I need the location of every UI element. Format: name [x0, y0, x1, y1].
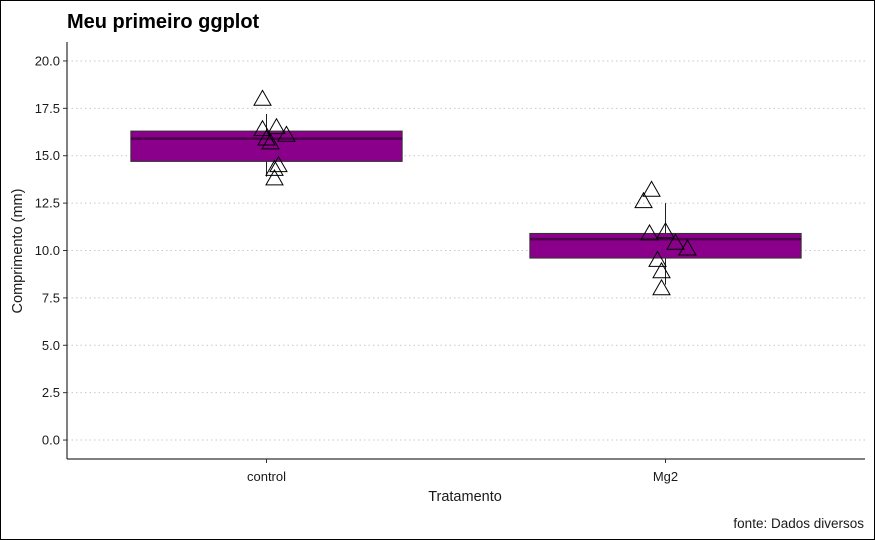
triangle-point [257, 129, 276, 146]
triangle-point [267, 117, 286, 135]
triangle-point [640, 223, 659, 241]
triangle-point [634, 191, 653, 209]
x-tick-label: Mg2 [653, 469, 678, 484]
triangle-point [261, 132, 280, 150]
chart-title: Meu primeiro ggplot [67, 11, 260, 33]
triangle-point [678, 239, 697, 256]
boxplots [130, 114, 802, 285]
y-tick-label: 0.0 [42, 433, 60, 448]
triangle-point [652, 278, 671, 296]
triangle-point [277, 125, 296, 142]
triangle-point [652, 261, 671, 279]
y-tick-label: 20.0 [35, 53, 60, 68]
triangle-point [265, 168, 284, 186]
boxplot-Mg2 [529, 203, 802, 285]
triangle-point [666, 233, 685, 250]
y-tick-label: 17.5 [35, 101, 60, 116]
y-tick-label: 12.5 [35, 196, 60, 211]
caption: fonte: Dados diversos [733, 516, 864, 531]
y-tick-label: 5.0 [42, 338, 60, 353]
triangle-point [265, 159, 284, 176]
y-tick-label: 10.0 [35, 243, 60, 258]
y-tick-label: 15.0 [35, 148, 60, 163]
triangle-point [648, 250, 667, 267]
data-points [253, 89, 697, 296]
x-tick-label: control [247, 469, 286, 484]
triangle-point [656, 222, 675, 239]
y-axis-title: Comprimento (mm) [10, 189, 26, 314]
x-axis-title: Tratamento [428, 489, 502, 505]
triangle-point [253, 119, 272, 137]
y-tick-label: 7.5 [42, 290, 60, 305]
y-tick-label: 2.5 [42, 385, 60, 400]
triangle-point [253, 89, 272, 106]
axes: 0.0 2.5 5.0 7.5 10.0 12.5 15.0 17.5 20.0 control M… [35, 42, 865, 484]
box-body [529, 232, 802, 259]
triangle-point [642, 180, 661, 197]
triangle-point [269, 155, 288, 173]
